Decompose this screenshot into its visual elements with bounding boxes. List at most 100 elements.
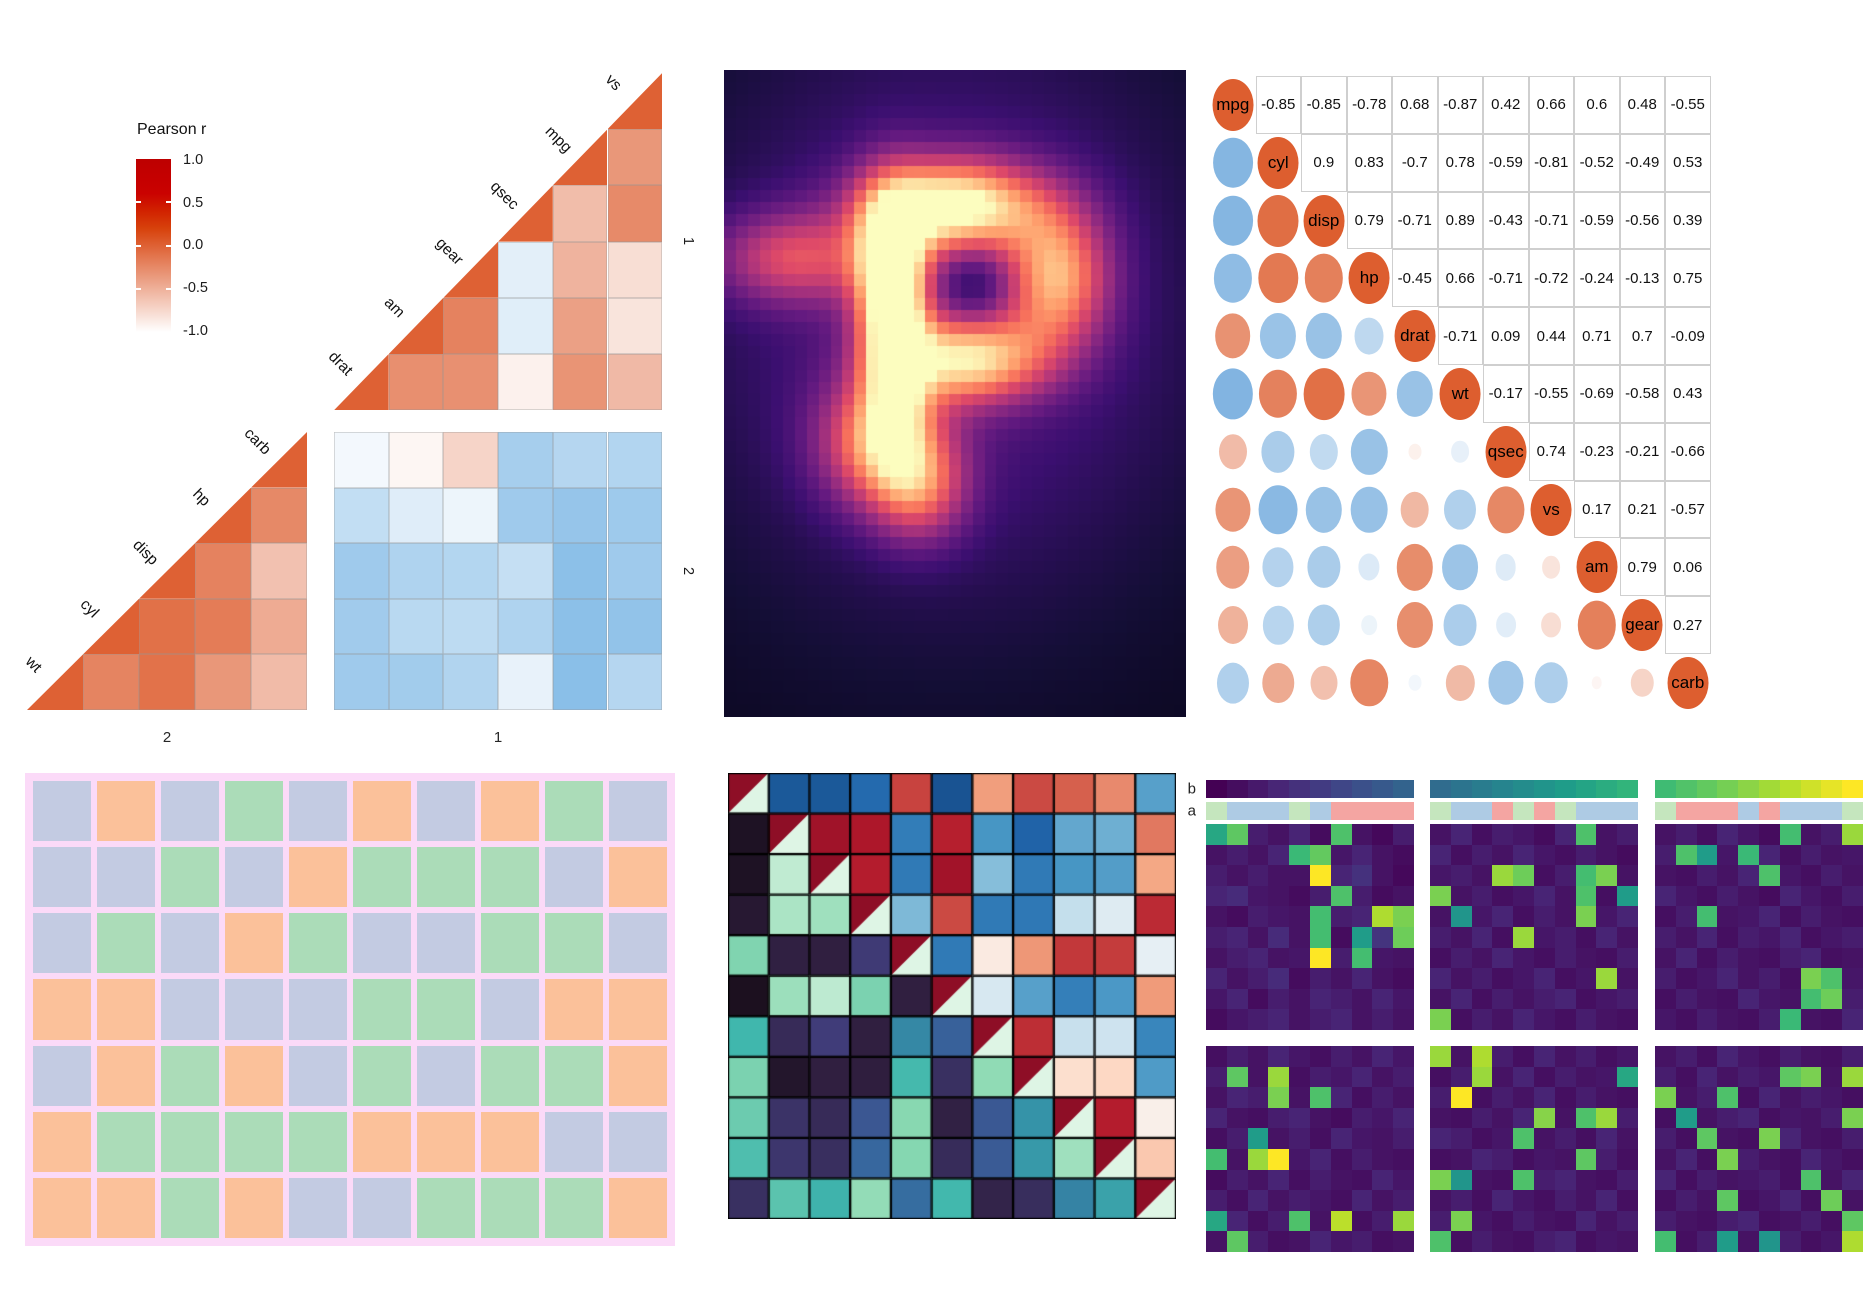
- corr-value-cell: -0.56: [1619, 191, 1665, 250]
- viridis-heatmap-cell: [1759, 1210, 1781, 1232]
- viridis-heatmap-cell: [1393, 947, 1415, 969]
- viridis-heatmap-cell: [1289, 988, 1311, 1010]
- viridis-heatmap-cell: [1430, 1009, 1452, 1031]
- viridis-heatmap-cell: [1330, 1149, 1353, 1171]
- viridis-heatmap-cell: [1226, 906, 1249, 928]
- corr-circle: [1351, 371, 1387, 417]
- pastel-cell: [33, 979, 91, 1040]
- cor-tile: [334, 432, 389, 488]
- viridis-heatmap-cell: [1779, 988, 1802, 1010]
- diagonal-var-label: gear: [432, 234, 467, 269]
- cor-tile: [388, 543, 444, 599]
- viridis-heatmap-cell: [1310, 1046, 1332, 1068]
- viridis-heatmap-cell: [1471, 906, 1493, 928]
- viridis-heatmap-cell: [1738, 1066, 1760, 1088]
- viridis-heatmap-cell: [1534, 906, 1556, 928]
- viridis-heatmap-cell: [1247, 988, 1269, 1010]
- corr-value-cell: 0.79: [1346, 191, 1392, 250]
- annotation-a-cell: [1554, 802, 1577, 820]
- viridis-heatmap-cell: [1717, 1210, 1739, 1232]
- legend-tick-label: 0.5: [183, 194, 204, 211]
- viridis-heatmap-cell: [1596, 1149, 1618, 1171]
- viridis-heatmap-cell: [1554, 865, 1577, 887]
- pastel-cell: [225, 1111, 283, 1172]
- corr-value-cell: -0.21: [1619, 422, 1665, 481]
- viridis-heatmap-cell: [1575, 1128, 1597, 1150]
- pastel-cell: [545, 1111, 603, 1172]
- cor-tile: [388, 654, 444, 710]
- corr-circle: [1303, 367, 1345, 420]
- annotation-b-cell: [1289, 780, 1311, 798]
- viridis-heatmap-cell: [1675, 1210, 1698, 1232]
- viridis-heatmap-cell: [1513, 1231, 1535, 1253]
- cor-tile: [552, 543, 608, 599]
- viridis-heatmap-cell: [1842, 1107, 1864, 1129]
- pastel-cell: [353, 781, 411, 842]
- annotation-a-cell: [1492, 802, 1514, 820]
- cor-tile: [552, 241, 608, 298]
- viridis-heatmap-cell: [1696, 1107, 1718, 1129]
- pastel-cell: [545, 913, 603, 974]
- viridis-heatmap-cell: [1717, 1128, 1739, 1150]
- viridis-heatmap-cell: [1310, 947, 1332, 969]
- viridis-heatmap-cell: [1655, 1231, 1677, 1253]
- pastel-cell: [225, 781, 283, 842]
- viridis-heatmap-cell: [1675, 947, 1698, 969]
- pastel-cell: [353, 1177, 411, 1239]
- viridis-heatmap-cell: [1759, 988, 1781, 1010]
- viridis-heatmap-cell: [1800, 1087, 1822, 1109]
- viridis-heatmap-cell: [1430, 906, 1452, 928]
- cor-tile: [552, 185, 608, 242]
- annotation-b-cell: [1596, 780, 1618, 798]
- pastel-cell: [161, 913, 219, 974]
- corr-circle: [1350, 486, 1388, 533]
- viridis-heatmap-cell: [1842, 1128, 1864, 1150]
- viridis-heatmap-cell: [1675, 1087, 1698, 1109]
- corr-value-cell: -0.85: [1301, 76, 1347, 134]
- viridis-heatmap-cell: [1372, 968, 1394, 990]
- viridis-heatmap-cell: [1617, 1210, 1639, 1232]
- viridis-heatmap-cell: [1430, 865, 1452, 887]
- viridis-heatmap-cell: [1534, 947, 1556, 969]
- viridis-heatmap-cell: [1310, 1169, 1332, 1191]
- viridis-heatmap-cell: [1821, 1087, 1843, 1109]
- viridis-heatmap-cell: [1617, 906, 1639, 928]
- corr-value-cell: 0.44: [1528, 307, 1574, 365]
- viridis-heatmap-cell: [1534, 844, 1556, 866]
- corr-circle: [1217, 606, 1248, 645]
- viridis-heatmap-cell: [1534, 988, 1556, 1010]
- viridis-heatmap-cell: [1471, 1169, 1493, 1191]
- viridis-heatmap-cell: [1268, 1231, 1290, 1253]
- viridis-heatmap-cell: [1268, 865, 1290, 887]
- magma-image-heatmap: [724, 70, 1186, 717]
- viridis-heatmap-cell: [1372, 1169, 1394, 1191]
- legend-tick-mark: [136, 201, 141, 204]
- viridis-heatmap-cell: [1554, 1128, 1577, 1150]
- corr-circle: [1258, 253, 1298, 304]
- viridis-heatmap-cell: [1492, 885, 1514, 907]
- pastel-cell: [481, 979, 539, 1040]
- viridis-heatmap-cell: [1655, 1046, 1677, 1068]
- viridis-heatmap-cell: [1675, 885, 1698, 907]
- viridis-heatmap-cell: [1268, 885, 1290, 907]
- diagonal-var-label: drat: [324, 348, 356, 380]
- viridis-heatmap-cell: [1289, 1169, 1311, 1191]
- viridis-heatmap-cell: [1247, 927, 1269, 949]
- corr-value-cell: 0.7: [1619, 307, 1665, 365]
- viridis-heatmap-cell: [1596, 1009, 1618, 1031]
- viridis-heatmap-cell: [1675, 1149, 1698, 1171]
- viridis-heatmap-cell: [1534, 1046, 1556, 1068]
- viridis-heatmap-cell: [1450, 947, 1473, 969]
- viridis-heatmap-cell: [1617, 947, 1639, 969]
- viridis-heatmap-cell: [1492, 927, 1514, 949]
- viridis-heatmap-cell: [1289, 947, 1311, 969]
- viridis-heatmap-cell: [1310, 885, 1332, 907]
- annotation-b-cell: [1617, 780, 1639, 798]
- viridis-heatmap-cell: [1800, 1149, 1822, 1171]
- diagonal-var-label: vs: [602, 71, 626, 95]
- viridis-heatmap-cell: [1268, 824, 1290, 846]
- viridis-heatmap-cell: [1842, 947, 1864, 969]
- viridis-heatmap-cell: [1330, 1066, 1353, 1088]
- viridis-heatmap-cell: [1330, 988, 1353, 1010]
- viridis-heatmap-cell: [1821, 885, 1843, 907]
